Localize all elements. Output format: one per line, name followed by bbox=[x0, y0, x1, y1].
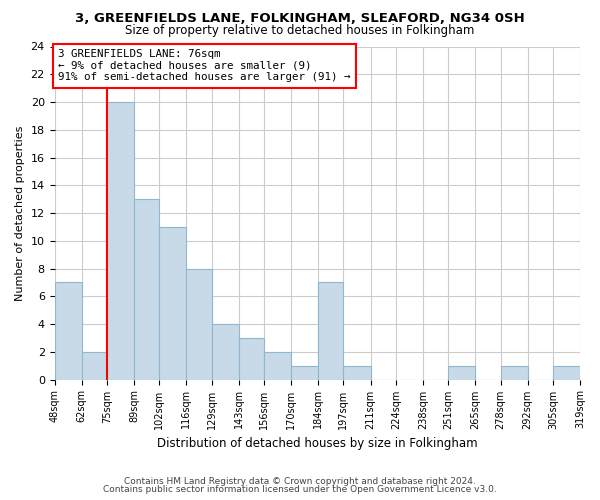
Text: 3, GREENFIELDS LANE, FOLKINGHAM, SLEAFORD, NG34 0SH: 3, GREENFIELDS LANE, FOLKINGHAM, SLEAFOR… bbox=[75, 12, 525, 26]
Bar bbox=[343, 366, 371, 380]
Bar bbox=[187, 268, 212, 380]
Bar bbox=[159, 227, 187, 380]
Bar bbox=[553, 366, 580, 380]
Bar bbox=[55, 282, 82, 380]
Text: Contains public sector information licensed under the Open Government Licence v3: Contains public sector information licen… bbox=[103, 484, 497, 494]
Bar bbox=[448, 366, 475, 380]
Y-axis label: Number of detached properties: Number of detached properties bbox=[15, 126, 25, 300]
Text: Contains HM Land Registry data © Crown copyright and database right 2024.: Contains HM Land Registry data © Crown c… bbox=[124, 477, 476, 486]
X-axis label: Distribution of detached houses by size in Folkingham: Distribution of detached houses by size … bbox=[157, 437, 478, 450]
Bar bbox=[264, 352, 291, 380]
Text: 3 GREENFIELDS LANE: 76sqm
← 9% of detached houses are smaller (9)
91% of semi-de: 3 GREENFIELDS LANE: 76sqm ← 9% of detach… bbox=[58, 50, 351, 82]
Text: Size of property relative to detached houses in Folkingham: Size of property relative to detached ho… bbox=[125, 24, 475, 37]
Bar bbox=[107, 102, 134, 380]
Bar bbox=[212, 324, 239, 380]
Bar bbox=[82, 352, 107, 380]
Bar bbox=[239, 338, 264, 380]
Bar bbox=[500, 366, 527, 380]
Bar bbox=[291, 366, 318, 380]
Bar bbox=[318, 282, 343, 380]
Bar bbox=[134, 199, 159, 380]
